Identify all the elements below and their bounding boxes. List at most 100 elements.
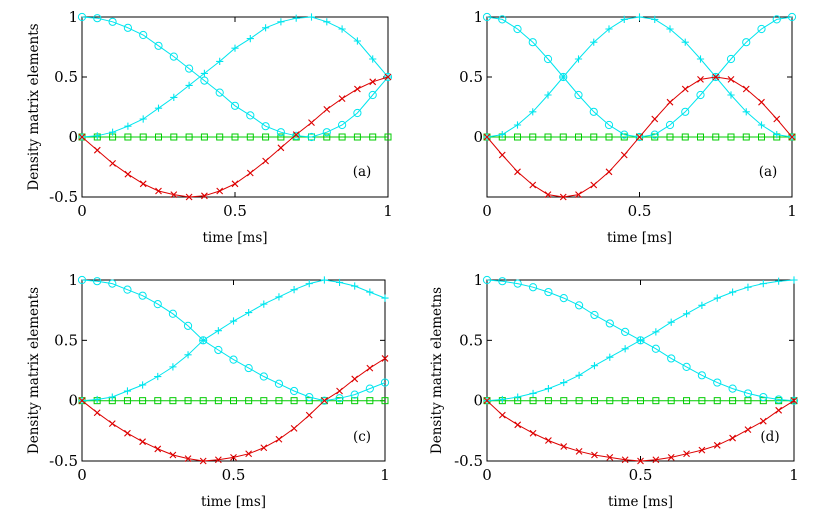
- data-point-square: [353, 133, 361, 141]
- data-point-cross: [636, 133, 643, 141]
- data-point-cross: [78, 133, 86, 141]
- y-tick-label: 0.5: [54, 68, 78, 86]
- data-point-circle: [93, 14, 102, 23]
- data-point-square: [559, 133, 567, 141]
- data-point-circle: [200, 76, 209, 85]
- data-point-circle: [696, 90, 705, 100]
- data-point-square: [381, 397, 389, 405]
- data-point-cross: [231, 180, 239, 188]
- data-point-square: [529, 397, 537, 405]
- data-point-circle: [185, 64, 194, 73]
- panel-label: (a): [353, 164, 372, 180]
- y-tick-label: 1: [473, 271, 483, 289]
- data-point-square: [260, 397, 268, 405]
- data-point-cross: [729, 434, 736, 442]
- data-point-circle: [774, 395, 783, 404]
- data-point-circle: [215, 88, 224, 97]
- data-point-circle: [368, 90, 377, 100]
- data-point-circle: [559, 72, 568, 82]
- data-point-cross: [620, 151, 628, 159]
- data-point-circle: [139, 30, 148, 40]
- x-tick-label: 0.5: [222, 466, 246, 484]
- data-point-square: [124, 133, 132, 141]
- data-point-circle: [77, 275, 87, 285]
- data-point-circle: [307, 132, 316, 142]
- data-point-plus: [245, 308, 253, 317]
- data-point-square: [199, 397, 207, 405]
- series-circle: [77, 275, 390, 405]
- data-point-plus: [123, 387, 132, 395]
- data-point-plus: [277, 18, 285, 26]
- data-point-square: [606, 397, 614, 405]
- data-point-plus: [260, 300, 268, 308]
- data-point-square: [170, 133, 178, 141]
- data-point-square: [652, 397, 660, 405]
- data-point-circle: [650, 130, 659, 139]
- data-point-square: [290, 397, 298, 405]
- data-point-plus: [109, 128, 117, 136]
- data-point-square: [575, 397, 583, 405]
- data-point-plus: [185, 81, 193, 89]
- data-point-circle: [543, 54, 553, 64]
- data-point-square: [139, 397, 147, 405]
- data-point-circle: [246, 111, 255, 120]
- data-point-plus: [498, 131, 506, 139]
- x-tick-label: 0.5: [223, 202, 247, 220]
- data-point-plus: [590, 362, 599, 370]
- data-point-square: [338, 133, 346, 141]
- data-point-plus: [729, 288, 737, 296]
- data-point-cross: [93, 146, 101, 154]
- data-point-circle: [230, 101, 240, 110]
- data-point-cross: [93, 409, 101, 417]
- y-tick-label: 0: [473, 392, 483, 410]
- data-point-plus: [666, 25, 674, 33]
- data-point-plus: [790, 276, 798, 284]
- y-axis-label: Density matrix elements: [26, 287, 42, 454]
- series-line-plus: [81, 16, 389, 138]
- data-point-cross: [384, 73, 392, 81]
- data-point-square: [200, 133, 208, 141]
- data-point-square: [384, 133, 392, 141]
- series-cross: [78, 355, 389, 465]
- data-point-cross: [262, 157, 269, 165]
- data-point-cross: [637, 457, 644, 465]
- data-point-circle: [482, 275, 492, 285]
- data-point-circle: [681, 107, 690, 116]
- data-point-square: [621, 397, 629, 405]
- data-point-cross: [590, 181, 598, 189]
- data-point-plus: [216, 57, 224, 65]
- data-point-square: [123, 397, 131, 405]
- data-point-cross: [338, 95, 346, 102]
- data-point-circle: [108, 17, 117, 26]
- data-point-cross: [758, 98, 765, 106]
- data-point-circle: [322, 128, 331, 137]
- data-point-plus: [620, 15, 628, 23]
- data-point-square: [323, 133, 331, 141]
- data-point-circle: [353, 108, 362, 118]
- x-tick-label: 1: [380, 466, 390, 484]
- data-point-cross: [155, 187, 162, 195]
- y-tick-label: 1: [68, 8, 78, 26]
- data-point-plus: [93, 132, 101, 140]
- series-line-circle: [486, 279, 795, 402]
- data-point-square: [544, 397, 552, 405]
- data-point-circle: [153, 300, 162, 309]
- data-point-plus: [320, 276, 328, 284]
- data-point-plus: [759, 280, 767, 288]
- data-point-square: [139, 133, 147, 141]
- data-point-plus: [108, 393, 116, 401]
- data-point-plus: [713, 294, 721, 302]
- series-circle: [77, 12, 393, 142]
- data-point-cross: [154, 445, 162, 453]
- data-point-plus: [744, 283, 752, 291]
- x-tick-label: 0: [77, 466, 87, 484]
- series-line-circle: [486, 16, 793, 138]
- data-point-circle: [575, 301, 584, 310]
- series-plus: [483, 13, 796, 141]
- data-point-plus: [139, 115, 147, 123]
- data-point-square: [729, 397, 737, 405]
- y-tick-label: 0: [473, 128, 483, 146]
- data-point-square: [605, 133, 613, 141]
- data-point-cross: [667, 453, 675, 461]
